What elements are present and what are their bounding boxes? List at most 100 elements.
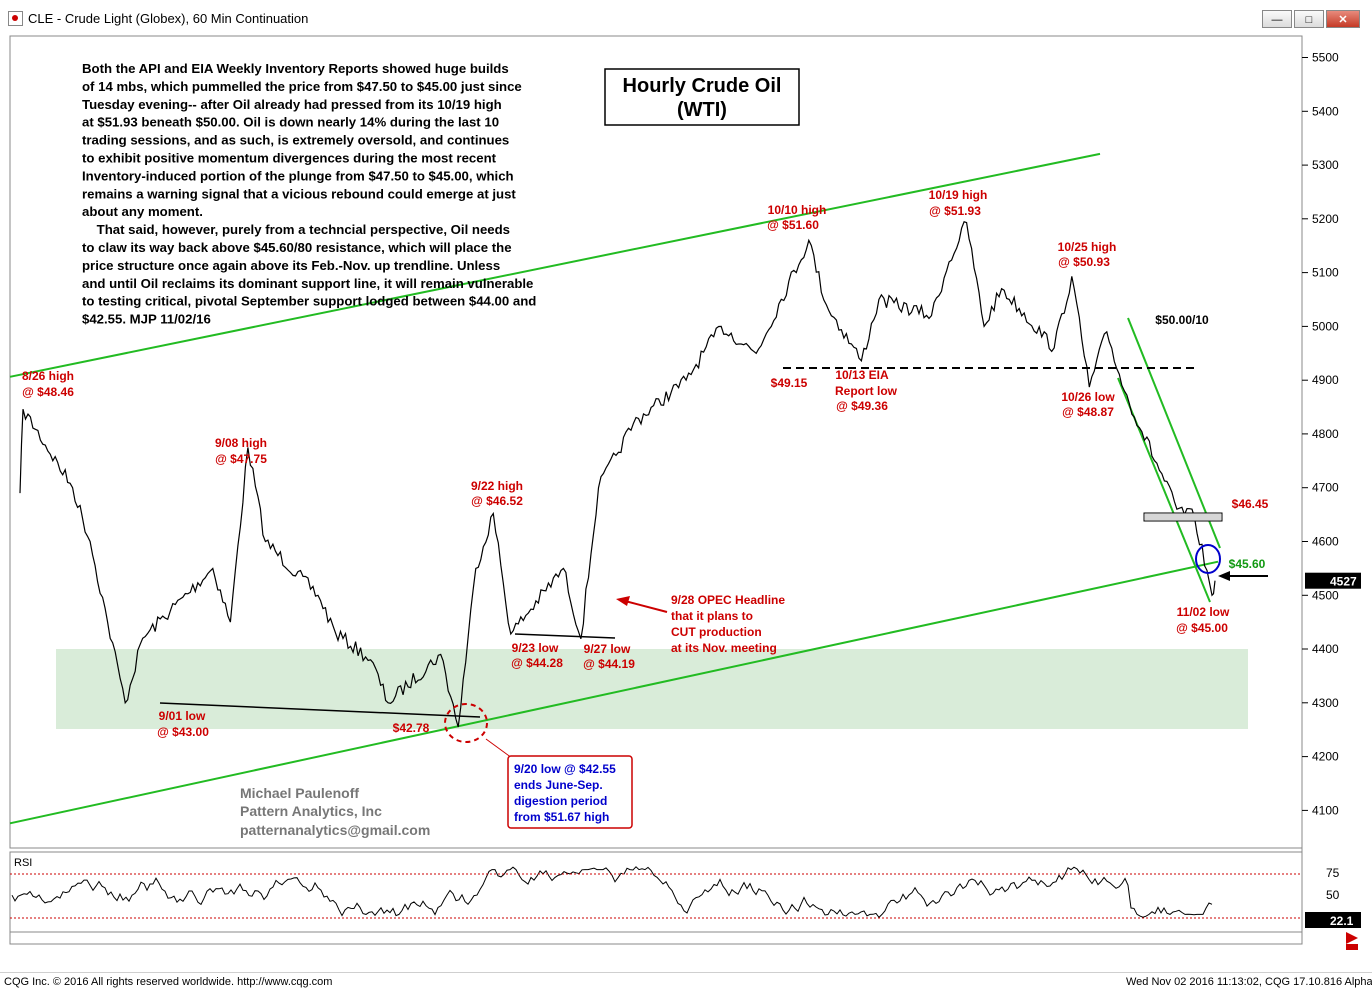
price-tick-label: 4500 bbox=[1312, 588, 1339, 602]
note-920-line1: 9/20 low @ $42.55 bbox=[514, 762, 616, 776]
resistance-bar-fill bbox=[1145, 514, 1221, 520]
app-icon bbox=[8, 11, 23, 26]
rsi-line bbox=[11, 866, 1213, 919]
price-tick-label: 5500 bbox=[1312, 51, 1339, 65]
label-4278: $42.78 bbox=[393, 721, 430, 735]
commentary-line: $42.55. MJP 11/02/16 bbox=[82, 312, 211, 327]
price-tick-label: 5100 bbox=[1312, 266, 1339, 280]
commentary-line: remains a warning signal that a vicious … bbox=[82, 186, 516, 201]
label-4560: $45.60 bbox=[1229, 557, 1266, 571]
label-1013-line3: @ $49.36 bbox=[836, 399, 888, 413]
price-tick-label: 5400 bbox=[1312, 104, 1339, 118]
credit-company: Pattern Analytics, Inc bbox=[240, 803, 382, 819]
commentary-line: to testing critical, pivotal September s… bbox=[82, 294, 536, 309]
close-button[interactable]: ✕ bbox=[1326, 10, 1360, 28]
label-5000: $50.00/10 bbox=[1155, 313, 1209, 327]
label-928-line4: at its Nov. meeting bbox=[671, 641, 777, 655]
maximize-button[interactable]: □ bbox=[1294, 10, 1324, 28]
price-tick-label: 4100 bbox=[1312, 803, 1339, 817]
commentary-line: to exhibit positive momentum divergences… bbox=[82, 151, 497, 166]
label-1026-low: 10/26 low bbox=[1061, 390, 1115, 404]
label-4915: $49.15 bbox=[771, 376, 808, 390]
label-1025-value: @ $50.93 bbox=[1058, 255, 1110, 269]
label-927-value: @ $44.19 bbox=[583, 657, 635, 671]
commentary-text: Both the API and EIA Weekly Inventory Re… bbox=[82, 61, 536, 327]
commentary-line: of 14 mbs, which pummelled the price fro… bbox=[82, 79, 522, 94]
credit-name: Michael Paulenoff bbox=[240, 785, 359, 801]
commentary-line: at $51.93 beneath $50.00. Oil is down ne… bbox=[82, 115, 499, 130]
rsi-label: RSI bbox=[14, 857, 32, 869]
arrow-opec bbox=[624, 600, 668, 613]
scroll-right-icon[interactable] bbox=[1346, 932, 1358, 944]
price-tick-label: 4400 bbox=[1312, 642, 1339, 656]
label-901-value: @ $43.00 bbox=[157, 725, 209, 739]
rsi-tick-50: 50 bbox=[1326, 888, 1340, 902]
arrow-opec-head bbox=[616, 596, 630, 606]
credit-email: patternanalytics@gmail.com bbox=[240, 822, 430, 838]
label-1010-high: 10/10 high bbox=[768, 203, 827, 217]
trendline-upper-channel bbox=[9, 152, 1101, 378]
rsi-pane bbox=[9, 851, 1303, 933]
highlight-circle-blue bbox=[1195, 544, 1221, 574]
rsi-series bbox=[11, 866, 1213, 919]
commentary-line: Both the API and EIA Weekly Inventory Re… bbox=[82, 61, 509, 76]
label-923-value: @ $44.28 bbox=[511, 656, 563, 670]
note-920-line3: digestion period bbox=[514, 794, 607, 808]
label-826-value: @ $48.46 bbox=[22, 385, 74, 399]
note-920-line4: from $51.67 high bbox=[514, 810, 609, 824]
minimize-button[interactable]: — bbox=[1262, 10, 1292, 28]
footer-copyright: CQG Inc. © 2016 All rights reserved worl… bbox=[4, 976, 333, 988]
chart-title-line1: Hourly Crude Oil bbox=[623, 75, 782, 97]
label-923-low: 9/23 low bbox=[512, 641, 559, 655]
label-922-value: @ $46.52 bbox=[471, 494, 523, 508]
support-line-low bbox=[159, 702, 481, 718]
price-series bbox=[19, 221, 1216, 728]
price-tick-label: 5200 bbox=[1312, 212, 1339, 226]
label-1013-line2: Report low bbox=[835, 384, 898, 398]
arrow-current-head bbox=[1218, 571, 1230, 581]
note-920-line2: ends June-Sep. bbox=[514, 778, 603, 792]
rsi-current-box bbox=[1305, 912, 1361, 928]
price-tick-label: 4900 bbox=[1312, 373, 1339, 387]
label-1019-value: @ $51.93 bbox=[929, 204, 981, 218]
commentary-line: Tuesday evening-- after Oil already had … bbox=[82, 97, 502, 112]
price-tick-label: 4700 bbox=[1312, 481, 1339, 495]
label-1010-value: @ $51.60 bbox=[767, 218, 819, 232]
scroll-left-marker[interactable] bbox=[1346, 944, 1358, 950]
price-axis: 5500 5400 5300 5200 5100 5000 4900 4800 4700 4600… bbox=[1302, 51, 1361, 817]
price-tick-label: 4800 bbox=[1312, 427, 1339, 441]
label-928-line2: that it plans to bbox=[671, 609, 753, 623]
current-price-box bbox=[1305, 572, 1361, 589]
support-zone bbox=[56, 649, 1248, 729]
commentary-line: and until Oil reclaims its dominant supp… bbox=[82, 276, 533, 291]
commentary-line: trading sessions, and as such, is extrem… bbox=[82, 133, 509, 148]
window-titlebar: CLE - Crude Light (Globex), 60 Min Conti… bbox=[0, 0, 1372, 36]
chart-title-box bbox=[604, 68, 800, 126]
status-footer: CQG Inc. © 2016 All rights reserved worl… bbox=[0, 972, 1372, 991]
label-908-high: 9/08 high bbox=[215, 436, 267, 450]
label-1102-low: 11/02 low bbox=[1177, 605, 1230, 619]
label-922-high: 9/22 high bbox=[471, 479, 523, 493]
label-1019-high: 10/19 high bbox=[929, 188, 988, 202]
label-826-high: 8/26 high bbox=[22, 369, 74, 383]
trendline-down-channel-1 bbox=[1127, 317, 1221, 549]
commentary-line: Inventory-induced portion of the plunge … bbox=[82, 168, 514, 183]
label-4645: $46.45 bbox=[1232, 497, 1269, 511]
price-tick-label: 5000 bbox=[1312, 319, 1339, 333]
time-axis-bar bbox=[9, 931, 1303, 945]
highlight-circle-red bbox=[444, 703, 488, 743]
label-901-low: 9/01 low bbox=[159, 709, 206, 723]
label-1102-value: @ $45.00 bbox=[1176, 621, 1228, 635]
note-box-920 bbox=[507, 755, 633, 829]
commentary-line: about any moment. bbox=[82, 204, 203, 219]
label-908-value: @ $47.75 bbox=[215, 452, 267, 466]
chart-title-line2: (WTI) bbox=[677, 99, 727, 121]
commentary-line: That said, however, purely from a technc… bbox=[82, 222, 510, 237]
trendline-up bbox=[9, 560, 1219, 825]
commentary-line: to claw its way back above $45.60/80 res… bbox=[82, 240, 512, 255]
commentary-line: price structure once again above its Feb… bbox=[82, 258, 500, 273]
label-928-line1: 9/28 OPEC Headline bbox=[671, 593, 785, 607]
support-line-mid bbox=[514, 633, 616, 639]
